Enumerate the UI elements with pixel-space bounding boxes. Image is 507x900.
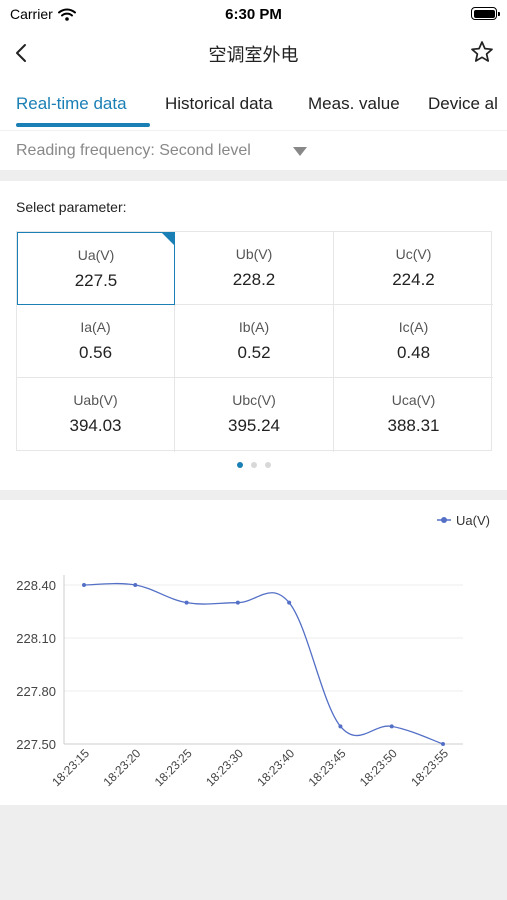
parameter-name: Uab(V) — [73, 392, 118, 408]
favorite-star-icon[interactable] — [469, 39, 495, 65]
parameter-card: Select parameter: Ua(V) 227.5 Ub(V) 228.2 Uc… — [0, 181, 507, 490]
x-tick-label: 18:23:15 — [49, 746, 92, 789]
legend-label: Ua(V) — [456, 513, 490, 528]
chart-card: 227.50 227.80 228.10 228.40 18:23:15 18:23:20… — [0, 500, 507, 805]
nav-bar: 空调室外电 — [0, 28, 507, 78]
dropdown-caret-icon[interactable] — [293, 147, 307, 156]
data-point — [133, 583, 138, 587]
parameter-name: Ubc(V) — [232, 392, 276, 408]
back-arrow-icon[interactable] — [10, 40, 34, 66]
parameter-name: Uc(V) — [395, 246, 432, 262]
data-point — [441, 742, 445, 746]
parameter-name: Uca(V) — [391, 392, 436, 408]
parameter-cell[interactable]: Ub(V) 228.2 — [175, 232, 334, 305]
parameter-value: 228.2 — [232, 270, 276, 289]
parameter-name: Ia(A) — [80, 319, 111, 335]
tab-historical-data[interactable]: Historical data — [165, 94, 273, 113]
data-point — [287, 600, 292, 605]
parameter-value: 394.03 — [69, 416, 122, 435]
parameter-cell[interactable]: Uca(V) 388.31 — [334, 378, 493, 452]
page-dot[interactable] — [250, 462, 257, 468]
x-tick-label: 18:23:50 — [357, 746, 400, 789]
parameter-cell[interactable]: Ia(A) 0.56 — [17, 305, 175, 378]
parameter-grid: Ua(V) 227.5 Ub(V) 228.2 Uc(V) 224.2 Ia(A) 0.56 I… — [16, 231, 493, 452]
page-dot[interactable] — [264, 462, 271, 468]
parameter-value: 227.5 — [74, 271, 118, 290]
reading-frequency-selector[interactable]: Reading frequency: Second level — [0, 130, 507, 170]
page-dot[interactable] — [236, 462, 243, 468]
status-bar: Carrier 6:30 PM — [0, 0, 507, 28]
select-parameter-title: Select parameter: — [16, 199, 127, 215]
y-tick-label: 227.50 — [16, 737, 56, 752]
parameter-name: Ua(V) — [77, 247, 115, 263]
carrier-indicator: Carrier — [10, 6, 76, 22]
data-point — [184, 600, 189, 605]
parameter-value: 388.31 — [387, 416, 440, 435]
parameter-cell[interactable]: Ib(A) 0.52 — [175, 305, 334, 378]
data-point — [338, 724, 343, 729]
battery-icon — [471, 7, 500, 20]
x-tick-label: 18:23:25 — [152, 746, 195, 789]
parameter-value: 395.24 — [228, 416, 280, 435]
x-tick-label: 18:23:45 — [306, 746, 349, 789]
parameter-value: 0.48 — [396, 343, 431, 362]
tab-device-alarm[interactable]: Device al — [428, 94, 498, 113]
reading-frequency-label[interactable]: Reading frequency: Second level — [16, 142, 251, 159]
tab-bar: Real-time data Historical data Meas. val… — [0, 78, 507, 130]
x-tick-label: 18:23:40 — [254, 746, 297, 789]
line-chart: 227.50 227.80 228.10 228.40 18:23:15 18:23:20… — [16, 513, 490, 789]
y-tick-label: 228.40 — [16, 578, 56, 593]
data-point — [389, 724, 394, 729]
parameter-value: 0.52 — [237, 343, 271, 362]
tab-real-time-data[interactable]: Real-time data — [16, 94, 127, 113]
parameter-name: Ub(V) — [235, 246, 273, 262]
parameter-cell[interactable]: Ubc(V) 395.24 — [175, 378, 334, 452]
status-time: 6:30 PM — [225, 6, 282, 23]
tab-meas-value[interactable]: Meas. value — [308, 94, 400, 113]
wifi-icon — [57, 8, 76, 21]
parameter-cell[interactable]: Uc(V) 224.2 — [334, 232, 493, 305]
data-point — [82, 583, 86, 587]
parameter-cell[interactable]: Uab(V) 394.03 — [17, 378, 175, 452]
parameter-value: 0.56 — [78, 343, 113, 362]
carrier-label: Carrier — [10, 6, 53, 22]
page-title: 空调室外电 — [208, 45, 299, 66]
x-tick-label: 18:23:55 — [408, 746, 451, 789]
parameter-cell[interactable]: Ua(V) 227.5 — [17, 232, 175, 305]
series-line-ua — [83, 582, 444, 745]
data-point — [235, 600, 240, 605]
legend-marker-icon — [441, 517, 447, 523]
y-tick-label: 227.80 — [16, 684, 56, 699]
active-tab-indicator — [16, 123, 150, 127]
parameter-value: 224.2 — [392, 270, 435, 289]
parameter-name: Ic(A) — [398, 319, 429, 335]
x-tick-label: 18:23:30 — [203, 746, 246, 789]
parameter-cell[interactable]: Ic(A) 0.48 — [334, 305, 493, 378]
parameter-name: Ib(A) — [238, 319, 270, 335]
y-tick-label: 228.10 — [16, 631, 56, 646]
x-tick-label: 18:23:20 — [100, 746, 143, 789]
page-indicator — [0, 462, 507, 470]
